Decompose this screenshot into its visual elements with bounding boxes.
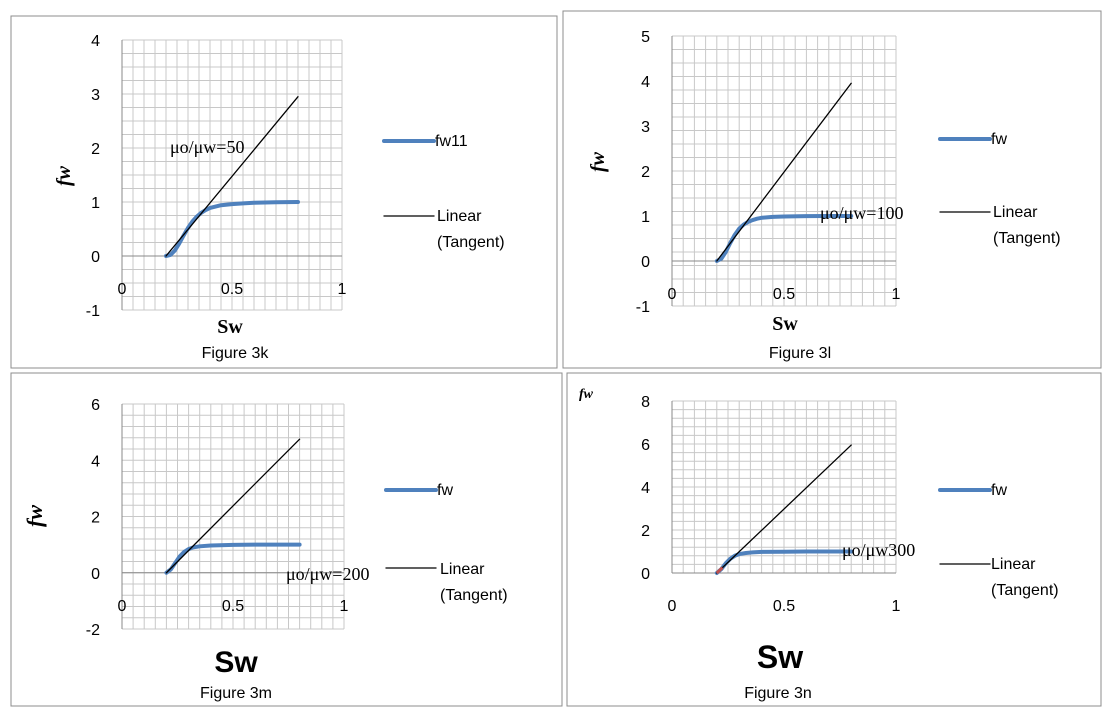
y-tick-label: 2 <box>91 141 100 158</box>
y-tick-label: 0 <box>91 566 100 583</box>
y-axis-title: fw <box>53 165 75 186</box>
y-tick-label: 5 <box>641 29 650 46</box>
y-tick-label: 4 <box>91 453 100 470</box>
tangent-line <box>716 82 852 262</box>
figure-caption: Figure 3n <box>744 685 812 702</box>
figure-caption: Figure 3l <box>769 345 831 362</box>
x-tick-label: 0 <box>118 281 127 298</box>
legend-label: Linear (Tangent) <box>437 208 505 251</box>
viscosity-ratio-annotation: μo/μw=100 <box>820 203 903 223</box>
gridlines <box>121 403 345 630</box>
panel-border-3l <box>562 10 1102 369</box>
x-tick-label: 0.5 <box>222 598 244 615</box>
legend-label: Linear (Tangent) <box>440 561 508 604</box>
y-tick-label: 8 <box>641 394 650 411</box>
legend: fw11 Linear (Tangent) <box>382 133 505 251</box>
figure-caption: Figure 3m <box>200 685 272 702</box>
legend-label-line: (Tangent) <box>440 587 508 604</box>
legend-label-line: fw <box>437 482 453 499</box>
tangent-line <box>165 96 299 257</box>
x-tick-label: 0 <box>668 598 677 615</box>
x-axis-title: Sw <box>217 316 243 338</box>
legend-label-line: fw <box>991 131 1007 148</box>
y-tick-label: 4 <box>641 480 650 497</box>
y-tick-label: 2 <box>91 510 100 527</box>
legend-label-line: fw11 <box>435 133 468 150</box>
tangent-start-marker <box>715 566 724 575</box>
legend: fw Linear (Tangent) <box>938 131 1061 247</box>
y-axis-title: fw <box>22 505 47 527</box>
x-axis-title: Sw <box>757 639 803 675</box>
panel-borders <box>10 10 1102 707</box>
chart-3l: 5 4 3 2 1 0 -1 0 0.5 1 fw Sw Figure 3l μo/μw=100 fw Lin… <box>587 29 1061 362</box>
y-tick-label: -1 <box>86 303 100 320</box>
y-tick-label: 3 <box>91 87 100 104</box>
viscosity-ratio-annotation: μo/μw=200 <box>286 564 369 584</box>
figure-caption: Figure 3k <box>202 345 270 362</box>
legend: fw Linear (Tangent) <box>384 482 508 604</box>
legend-label-line: Linear <box>993 204 1038 221</box>
y-tick-label: 0 <box>641 566 650 583</box>
y-tick-label: 2 <box>641 164 650 181</box>
legend-label: fw <box>991 131 1007 148</box>
y-tick-label: 3 <box>641 119 650 136</box>
y-tick-label: 1 <box>641 209 650 226</box>
y-axis-title: fw <box>579 387 594 402</box>
legend-label-line: Linear <box>437 208 482 225</box>
gridlines <box>671 35 897 307</box>
chart-3k: 4 3 2 1 0 -1 0 0.5 1 fw Sw Figure 3k μo/μw=50 fw11 Lin… <box>53 33 505 362</box>
legend-label-line: fw <box>991 482 1007 499</box>
y-tick-label: 1 <box>91 195 100 212</box>
legend-label-line: (Tangent) <box>993 230 1061 247</box>
x-tick-label: 0 <box>118 598 127 615</box>
tangent-line <box>716 444 852 574</box>
legend-label: Linear (Tangent) <box>991 556 1059 599</box>
fw-series-line <box>714 214 854 263</box>
x-tick-label: 1 <box>340 598 349 615</box>
x-tick-label: 1 <box>892 598 901 615</box>
fw-series-line <box>164 542 302 575</box>
gridlines <box>671 400 897 574</box>
y-tick-label: -2 <box>86 622 100 639</box>
y-tick-label: 0 <box>91 249 100 266</box>
y-tick-label: 2 <box>641 523 650 540</box>
x-tick-label: 0 <box>668 286 677 303</box>
fw-series-line <box>714 549 854 575</box>
legend-label: fw <box>991 482 1007 499</box>
y-axis-title: fw <box>587 151 609 172</box>
x-tick-label: 0.5 <box>773 286 795 303</box>
legend-label-line: (Tangent) <box>991 582 1059 599</box>
legend-label-line: Linear <box>440 561 485 578</box>
chart-3m: 6 4 2 0 -2 0 0.5 1 fw Sw Figure 3m μo/μw=200 fw Linea… <box>22 397 508 702</box>
tangent-line <box>165 438 301 574</box>
y-tick-label: 4 <box>91 33 100 50</box>
panel-border-3k <box>10 15 558 369</box>
panel-border-3m <box>10 372 563 707</box>
viscosity-ratio-annotation: μo/μw=50 <box>170 137 244 157</box>
y-tick-label: 6 <box>91 397 100 414</box>
y-tick-label: -1 <box>636 299 650 316</box>
y-tick-label: 0 <box>641 254 650 271</box>
x-tick-label: 1 <box>892 286 901 303</box>
legend: fw Linear (Tangent) <box>938 482 1059 599</box>
x-axis-title: Sw <box>772 313 798 335</box>
panel-border-3n <box>566 372 1102 707</box>
y-tick-label: 6 <box>641 437 650 454</box>
x-axis-title: Sw <box>214 646 258 679</box>
legend-label: fw <box>437 482 453 499</box>
chart-3n: 8 6 4 2 0 0 0.5 1 fw Sw Figure 3n μo/μw300 fw Linear (… <box>579 387 1059 702</box>
x-tick-label: 1 <box>338 281 347 298</box>
viscosity-ratio-annotation: μo/μw300 <box>842 540 915 560</box>
legend-label-line: (Tangent) <box>437 234 505 251</box>
x-tick-label: 0.5 <box>773 598 795 615</box>
gridlines <box>121 39 343 311</box>
y-tick-label: 4 <box>641 74 650 91</box>
x-tick-label: 0.5 <box>221 281 243 298</box>
legend-label: Linear (Tangent) <box>993 204 1061 247</box>
legend-label: fw11 <box>435 133 468 150</box>
legend-label-line: Linear <box>991 556 1036 573</box>
